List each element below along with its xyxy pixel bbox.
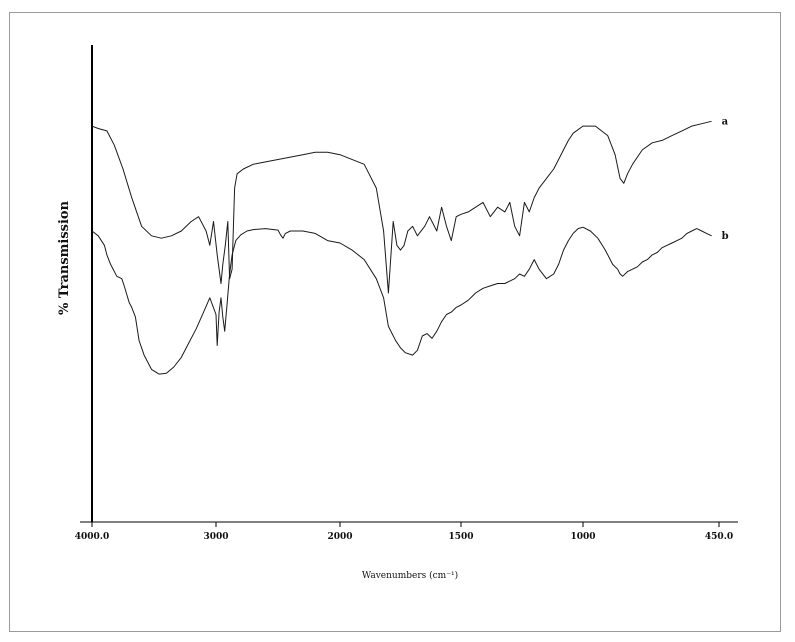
series-a-line: [91, 120, 712, 294]
figure-border: [9, 12, 781, 632]
x-tick-label: 450.0: [705, 532, 733, 542]
y-axis-label: % Transmission: [57, 200, 72, 315]
x-tick-label: 2000: [327, 532, 352, 542]
x-tick-label: 3000: [203, 532, 228, 542]
series-b-line: [91, 226, 712, 375]
series-a-label: a: [722, 116, 729, 127]
x-tick-label: 1500: [448, 532, 473, 542]
x-axis-label: Wavenumbers (cm⁻¹): [362, 570, 458, 581]
series-b-label: b: [722, 231, 729, 242]
x-tick-label: 4000.0: [75, 532, 109, 542]
x-tick-label: 1000: [570, 532, 595, 542]
